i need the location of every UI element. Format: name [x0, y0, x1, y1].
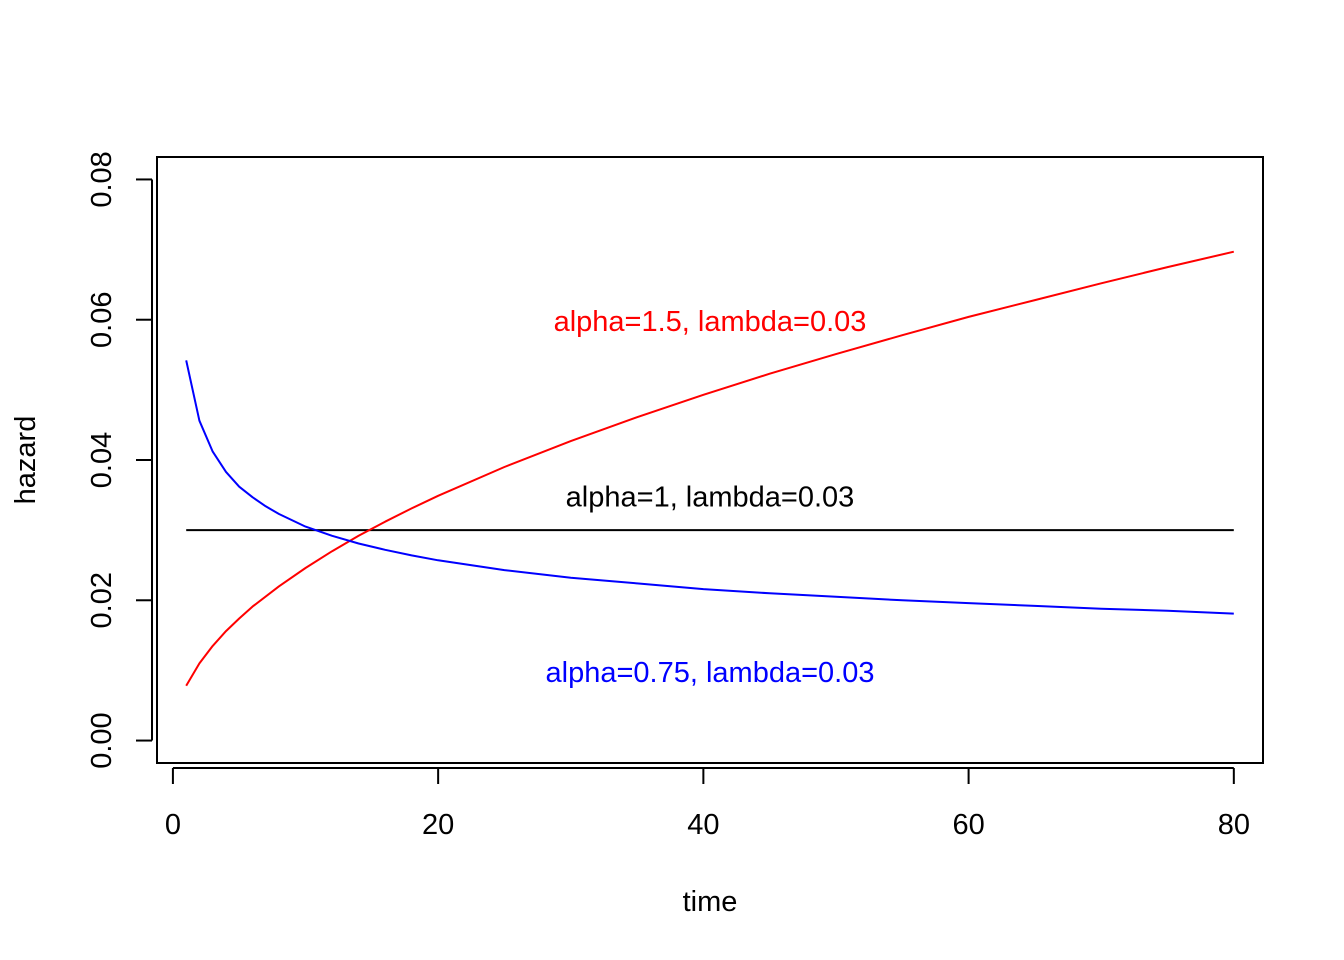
- x-tick-label: 40: [687, 809, 719, 841]
- x-tick-label: 80: [1218, 809, 1250, 841]
- x-tick-label: 20: [422, 809, 454, 841]
- y-tick-label: 0.08: [86, 151, 118, 207]
- x-tick-label: 60: [952, 809, 984, 841]
- x-axis-label: time: [683, 886, 738, 918]
- x-tick-label: 0: [165, 809, 181, 841]
- series-layer: [185, 250, 1235, 687]
- series-annotation-3: alpha=0.75, lambda=0.03: [546, 657, 875, 689]
- series-annotation-1: alpha=1.5, lambda=0.03: [554, 306, 867, 338]
- annotation-layer: alpha=1.5, lambda=0.03 alpha=1, lambda=0.…: [546, 306, 875, 689]
- series-annotation-2: alpha=1, lambda=0.03: [566, 481, 855, 513]
- y-axis: 0.00 0.02 0.04 0.06 0.08: [86, 151, 153, 769]
- x-axis: 0 20 40 60 80: [165, 767, 1250, 841]
- y-axis-label: hazard: [10, 416, 42, 505]
- y-tick-label: 0.04: [86, 432, 118, 488]
- y-tick-label: 0.02: [86, 572, 118, 628]
- series-line-3: [185, 360, 1234, 615]
- plot-frame: [156, 156, 1264, 764]
- y-tick-label: 0.06: [86, 291, 118, 347]
- series-line-2: [185, 250, 1235, 687]
- y-tick-label: 0.00: [86, 712, 118, 768]
